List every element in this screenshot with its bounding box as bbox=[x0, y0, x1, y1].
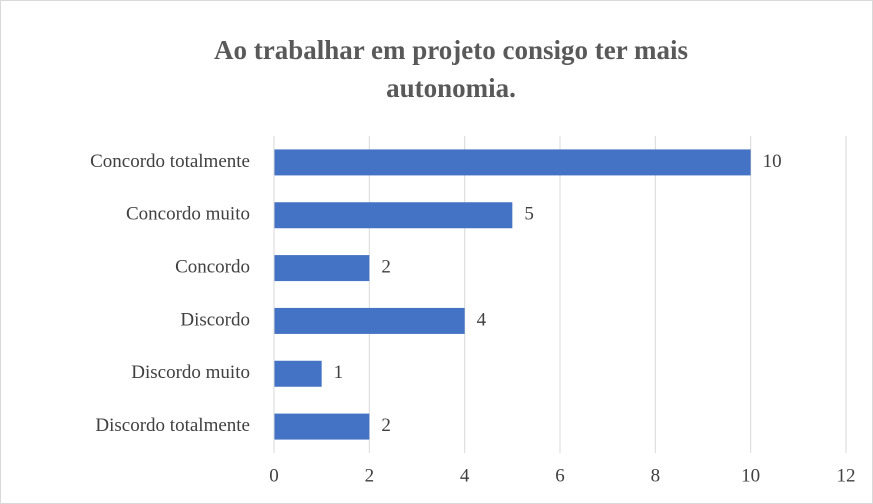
x-tick-label: 0 bbox=[269, 465, 279, 486]
x-tick-label: 2 bbox=[365, 465, 375, 486]
bar bbox=[274, 255, 370, 282]
x-tick-label: 8 bbox=[651, 465, 661, 486]
y-tick-label: Discordo totalmente bbox=[95, 415, 250, 436]
y-tick-label: Concordo muito bbox=[126, 204, 250, 225]
y-tick-label: Concordo bbox=[175, 256, 250, 277]
bar bbox=[274, 360, 322, 387]
bar bbox=[274, 413, 370, 440]
x-tick-label: 6 bbox=[555, 465, 565, 486]
data-label: 5 bbox=[524, 204, 534, 225]
x-tick-label: 12 bbox=[837, 465, 856, 486]
y-tick-label: Discordo muito bbox=[131, 362, 250, 383]
bar bbox=[274, 149, 751, 176]
x-tick-label: 4 bbox=[460, 465, 470, 486]
y-tick-label: Discordo bbox=[180, 309, 250, 330]
chart-title: Ao trabalhar em projeto consigo ter mais… bbox=[214, 35, 688, 103]
data-label: 4 bbox=[477, 309, 487, 330]
data-label: 1 bbox=[334, 362, 344, 383]
data-label: 2 bbox=[381, 415, 391, 436]
x-tick-label: 10 bbox=[741, 465, 760, 486]
bar bbox=[274, 307, 465, 334]
y-tick-label: Concordo totalmente bbox=[90, 151, 250, 172]
data-label: 10 bbox=[763, 151, 782, 172]
bar bbox=[274, 202, 513, 229]
data-label: 2 bbox=[381, 256, 391, 277]
